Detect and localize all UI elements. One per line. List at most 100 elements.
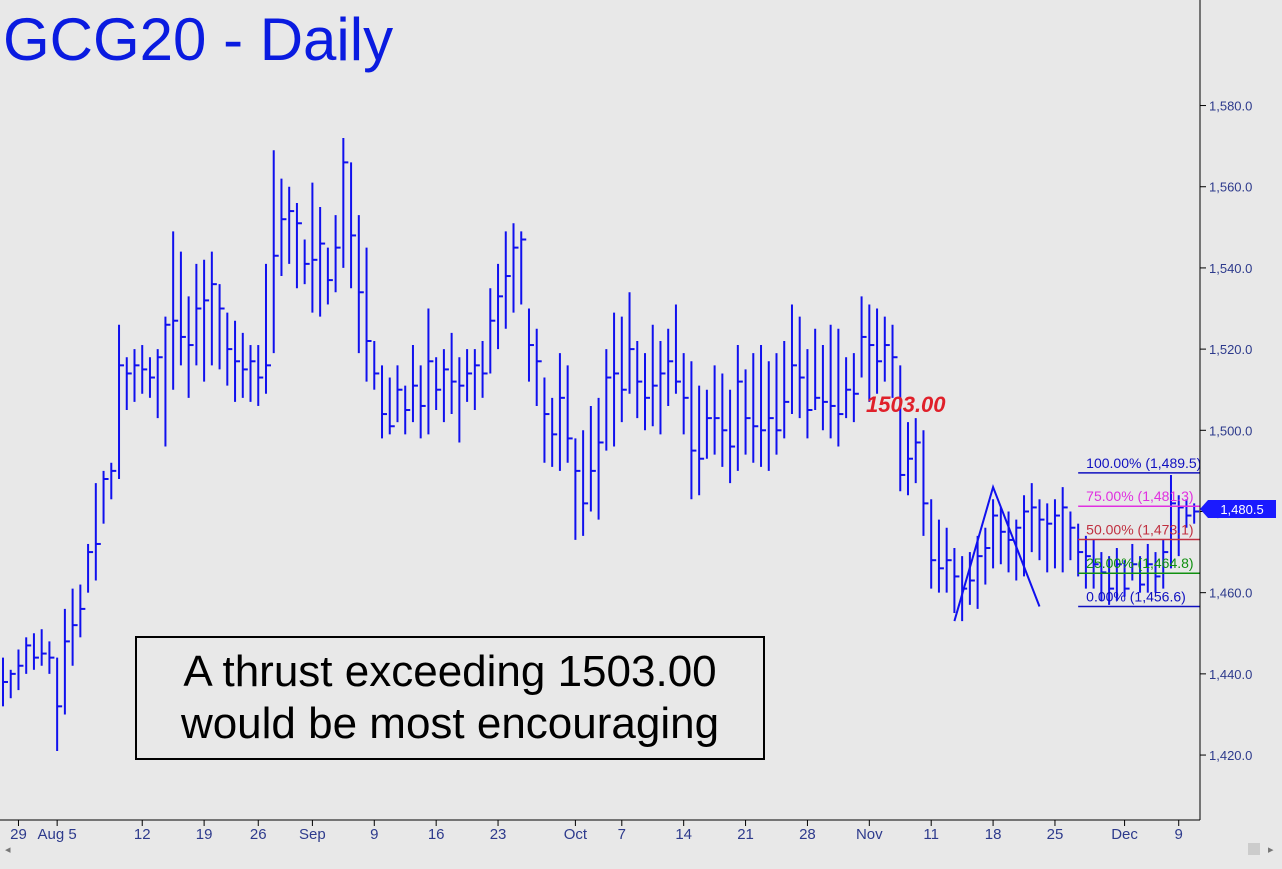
price-bar <box>775 353 782 455</box>
price-bar <box>729 389 736 484</box>
x-tick-label: 18 <box>985 826 1002 843</box>
price-bar <box>272 150 279 354</box>
price-bar <box>551 397 558 467</box>
price-bar <box>713 365 720 455</box>
price-bar <box>760 345 767 467</box>
ohlc-bars <box>2 138 1200 751</box>
price-bar <box>71 588 78 666</box>
price-bar <box>790 304 797 415</box>
price-bar <box>644 353 651 431</box>
price-bar <box>899 365 906 492</box>
price-bar <box>442 349 449 423</box>
y-tick-label: 1,460.0 <box>1209 586 1252 601</box>
price-bar <box>427 308 434 435</box>
price-bar <box>187 296 194 398</box>
x-tick-label: Oct <box>564 826 588 843</box>
price-bar <box>837 328 844 447</box>
price-bar <box>466 349 473 402</box>
x-tick-label: 12 <box>134 826 151 843</box>
price-bar <box>210 251 217 366</box>
price-bar <box>2 657 8 707</box>
x-tick-label: 14 <box>675 826 692 843</box>
price-bar <box>705 389 712 459</box>
price-bar <box>342 138 349 268</box>
x-tick-label: Nov <box>856 826 883 843</box>
x-tick-label: Sep <box>299 826 326 843</box>
price-bar <box>102 470 109 524</box>
y-tick-label: 1,580.0 <box>1209 99 1252 114</box>
x-tick-label: 7 <box>618 826 626 843</box>
price-bar <box>659 340 666 435</box>
x-axis: 29 Aug 5 12 19 26 Sep 9 16 23 Oct 7 14 21 28 Nov 11 18 25… <box>10 820 1183 843</box>
price-bar <box>589 405 596 512</box>
last-price-marker <box>1200 500 1276 518</box>
x-tick-label: 25 <box>1047 826 1064 843</box>
price-bar <box>976 535 983 609</box>
price-bar <box>504 231 511 329</box>
abc-pattern <box>953 484 1041 622</box>
note-box: A thrust exceeding 1503.00 would be most… <box>135 636 765 760</box>
price-bar <box>473 349 480 410</box>
price-bar <box>999 507 1006 565</box>
price-bar <box>752 353 759 463</box>
scroll-arrows[interactable]: ◂ ▸ <box>5 843 1274 856</box>
price-bar <box>953 548 960 613</box>
price-bar <box>396 365 403 423</box>
price-bar <box>288 186 295 264</box>
fib-level-label: 75.00% (1,481.3) <box>1086 488 1193 504</box>
price-bar <box>636 340 643 419</box>
price-bar <box>458 357 465 443</box>
price-bar <box>164 316 171 447</box>
price-bar <box>1185 499 1192 528</box>
price-bar <box>1023 495 1030 577</box>
price-bar <box>419 365 426 439</box>
x-tick-label: 21 <box>737 826 754 843</box>
price-bar <box>357 215 364 354</box>
y-tick-label: 1,540.0 <box>1209 261 1252 276</box>
price-bar <box>133 349 140 402</box>
price-bar <box>1030 483 1037 553</box>
scroll-right-icon[interactable]: ▸ <box>1268 844 1274 856</box>
price-bar <box>264 263 271 394</box>
price-bar <box>1123 560 1130 597</box>
price-bar <box>744 369 751 455</box>
price-bar <box>906 422 913 496</box>
price-bar <box>651 324 658 427</box>
price-bar <box>1115 548 1122 601</box>
x-tick-label: 26 <box>250 826 267 843</box>
price-bar <box>984 527 991 585</box>
price-bar <box>497 263 504 350</box>
price-bar <box>1053 499 1060 569</box>
x-tick-label: 9 <box>370 826 378 843</box>
price-bar <box>860 296 867 378</box>
x-tick-label: 19 <box>196 826 213 843</box>
price-bar <box>690 361 697 500</box>
price-bar <box>721 373 728 467</box>
price-bar <box>9 669 16 699</box>
price-bar <box>574 438 581 540</box>
price-bar <box>605 349 612 451</box>
price-bar <box>1069 511 1076 561</box>
price-bar <box>203 259 210 382</box>
price-bar <box>79 584 86 638</box>
price-bar <box>814 328 821 410</box>
scroll-left-icon[interactable]: ◂ <box>5 844 11 856</box>
price-bar <box>535 328 542 406</box>
y-tick-label: 1,560.0 <box>1209 180 1252 195</box>
scroll-thumb[interactable] <box>1248 843 1260 855</box>
price-bar <box>876 308 883 394</box>
price-bar <box>118 324 125 480</box>
price-bar <box>40 629 47 666</box>
price-bar <box>125 357 132 410</box>
x-tick-label: 9 <box>1175 826 1183 843</box>
price-bar <box>63 608 70 715</box>
price-bar <box>303 239 310 285</box>
fib-level-label: 100.00% (1,489.5) <box>1086 455 1201 471</box>
price-bar <box>520 231 527 305</box>
price-bar <box>218 284 225 370</box>
price-bar <box>326 247 333 305</box>
chart-title: GCG20 - Daily <box>3 6 393 73</box>
price-bar <box>179 251 186 366</box>
price-bar <box>56 657 63 751</box>
price-bar <box>1162 539 1169 589</box>
